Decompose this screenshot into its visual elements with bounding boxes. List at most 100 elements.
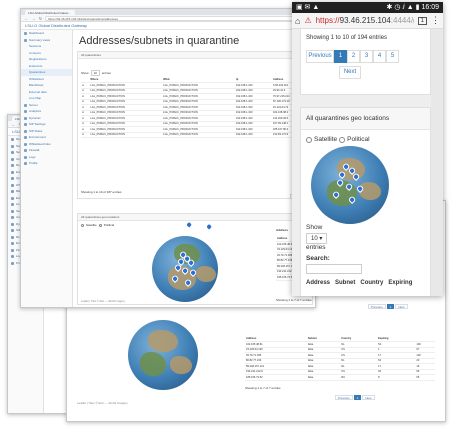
sidebar-item[interactable]: Endpoints [21,63,72,70]
mobile-satellite-radio[interactable] [306,136,312,143]
row-action-icon[interactable]: ⊘ [81,99,90,105]
table-row[interactable]: ⊘ LGL_PUBLIC_PRODUCTION LGL_PUBLIC_PRODUCT… [81,110,309,116]
geo-cell: NL [340,358,378,364]
mobile-column-header[interactable]: Country [360,280,384,286]
mobile-page-1[interactable]: 1 [334,50,347,63]
tabs-count-icon[interactable]: 1 [417,16,427,25]
sidebar-item[interactable]: Whitelisted links [21,141,72,148]
sidebar-item[interactable]: Quarantines [21,69,72,76]
row-action-icon[interactable]: ⊘ [81,115,90,122]
mobile-political-radio[interactable] [339,136,346,143]
sidebar-item[interactable]: Dashboard [21,30,72,37]
column-header[interactable]: Where [89,77,163,83]
mobile-entries-label: entries [306,244,326,251]
table-row[interactable]: ⊘ LGL_PUBLIC_PRODUCTION LGL_PUBLIC_PRODUCT… [81,93,309,100]
geo-column-header[interactable]: Country [340,336,378,342]
forward-icon[interactable]: → [31,15,36,21]
globe-map-bottom[interactable] [128,320,198,390]
table-row[interactable]: ⊘ LGL_PUBLIC_PRODUCTION LGL_PUBLIC_PRODUCT… [81,132,309,138]
mobile-prev-button[interactable]: Previous [306,50,334,63]
globe-map[interactable] [152,236,218,302]
sidebar-item-back[interactable]: Logs [8,253,43,260]
sidebar-item[interactable]: Blacklisted [21,82,72,89]
sidebar-item-back[interactable]: Rules [8,234,43,241]
back-icon[interactable]: ← [11,121,16,127]
back-icon[interactable]: ← [24,15,29,21]
mobile-column-header[interactable]: Address [306,280,331,286]
table-row[interactable]: ⊘ LGL_PUBLIC_PRODUCTION LGL_PUBLIC_PRODUCT… [81,126,309,133]
mobile-column-header[interactable]: Expiring [388,280,413,286]
satellite-radio[interactable] [81,223,84,227]
row-action-icon[interactable]: ⊘ [81,132,90,138]
row-action-icon[interactable]: ⊘ [81,82,90,89]
column-header[interactable]: Ip [234,77,272,83]
address-field-front[interactable]: https://93.46.215.104:4444/gw/quarantine… [45,15,305,21]
sidebar-item[interactable]: Summary views [21,37,72,44]
mobile-page-4[interactable]: 4 [373,50,386,63]
geo-column-header[interactable]: Subnet [306,336,341,342]
column-header[interactable]: What [162,77,235,83]
table-row[interactable]: ⊘ LGL_PUBLIC_PRODUCTION LGL_PUBLIC_PRODUCT… [81,99,309,105]
column-header[interactable]: Address [271,77,309,83]
sidebar-item[interactable]: Profile [21,160,72,167]
column-header[interactable] [81,77,90,83]
browser-tab-front[interactable]: LSU-Global Distributed Gatew... [25,10,75,15]
table-row[interactable]: ⊘ LGL_PUBLIC_PRODUCTION LGL_PUBLIC_PRODUCT… [81,104,309,111]
row-action-icon[interactable]: ⊘ [81,93,90,100]
sidebar-item[interactable]: SIP Settings [21,121,72,128]
menu-icon[interactable]: ⋮ [431,15,440,25]
next-button[interactable]: Next [362,395,375,400]
sidebar-item[interactable]: Dynamic [21,115,72,122]
geo-panel: All quarantines geo locations Satellite … [77,213,313,305]
mobile-globe-map[interactable] [311,146,389,224]
page-size-select[interactable]: 10 [90,70,100,76]
prev-button[interactable]: Previous [335,395,353,400]
mobile-page-5[interactable]: 5 [386,50,399,63]
mobile-search-input[interactable] [306,264,362,274]
row-action-icon[interactable]: ⊘ [81,110,90,116]
sidebar-item[interactable]: SIP Rules [21,128,72,135]
row-action-icon[interactable]: ⊘ [81,126,90,133]
table-row[interactable]: ⊘ LGL_PUBLIC_PRODUCTION LGL_PUBLIC_PRODUCT… [81,82,309,89]
table-row[interactable]: ⊘ LGL_PUBLIC_PRODUCTION LGL_PUBLIC_PRODUCT… [81,115,309,122]
row-action-icon[interactable]: ⊘ [81,104,90,111]
table-row[interactable]: ⊘ LGL_PUBLIC_PRODUCTION LGL_PUBLIC_PRODUCT… [81,88,309,94]
reload-icon[interactable]: ↻ [38,15,43,21]
home-icon[interactable]: ⌂ [295,15,301,26]
sidebar-item[interactable]: Whitelisted [21,76,72,83]
sidebar-item[interactable]: Environment [21,134,72,141]
sidebar-item[interactable]: Live Map [21,95,72,102]
page-1-button[interactable]: 1 [386,304,395,309]
mobile-address-field[interactable]: https://93.46.215.104:4444/gw [315,16,414,25]
sidebar-item[interactable]: Registrations [21,56,72,63]
sidebar-item[interactable]: External data [21,89,72,96]
sidebar-item[interactable]: Sessions [21,43,72,50]
mobile-page-size-select[interactable]: 10 ▾ [306,233,328,244]
geo-column-header[interactable]: Expiring [377,336,416,342]
prev-button[interactable]: Previous [368,304,386,309]
sidebar-item[interactable]: Logs [21,154,72,161]
next-button[interactable]: Next [395,304,408,309]
table-row[interactable]: ⊘ LGL_PUBLIC_PRODUCTION LGL_PUBLIC_PRODUCT… [81,121,309,127]
sidebar-item[interactable]: Analytics [21,108,72,115]
sidebar-item[interactable]: Server [21,102,72,109]
mobile-page-2[interactable]: 2 [347,50,360,63]
sidebar-item[interactable]: Firewall [21,147,72,154]
mobile-column-header[interactable]: Subnet [335,280,356,286]
sidebar-item[interactable]: Contexts [21,50,72,57]
mobile-page-3[interactable]: 3 [360,50,373,63]
row-action-icon[interactable]: ⊘ [81,121,90,127]
page-1-button[interactable]: 1 [353,395,362,400]
mobile-next-button[interactable]: Next [339,66,361,79]
geo-column-header[interactable]: Address [245,336,307,342]
row-action-icon[interactable]: ⊘ [81,88,90,94]
sidebar-item-back[interactable]: SIP [8,227,43,234]
political-radio[interactable] [98,223,102,227]
